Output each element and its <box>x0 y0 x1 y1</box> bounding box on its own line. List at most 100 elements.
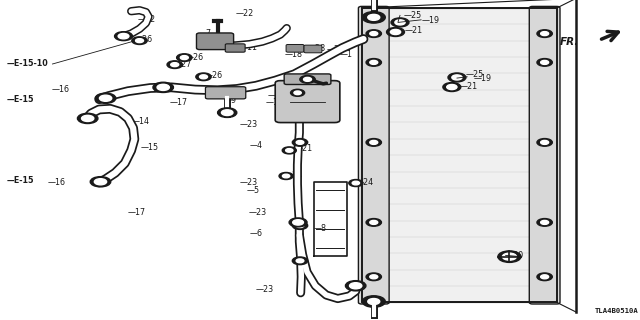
Text: —9: —9 <box>224 96 237 105</box>
Text: —11: —11 <box>240 44 258 52</box>
Circle shape <box>177 54 192 61</box>
Text: —12: —12 <box>138 15 156 24</box>
Circle shape <box>95 93 116 103</box>
Circle shape <box>167 61 182 68</box>
Text: —2: —2 <box>326 45 340 54</box>
Text: —27: —27 <box>174 60 193 69</box>
Text: —24: —24 <box>285 172 303 180</box>
Text: —19: —19 <box>474 74 492 83</box>
Text: —23: —23 <box>248 208 266 217</box>
Text: —E-15: —E-15 <box>6 176 34 185</box>
Text: —10: —10 <box>266 98 284 107</box>
Circle shape <box>502 253 516 260</box>
Circle shape <box>537 30 552 37</box>
FancyBboxPatch shape <box>304 45 322 53</box>
Text: —21: —21 <box>404 26 422 35</box>
Circle shape <box>447 84 457 90</box>
Circle shape <box>153 82 173 92</box>
Circle shape <box>390 29 401 35</box>
Circle shape <box>498 251 521 262</box>
Text: —14: —14 <box>131 117 149 126</box>
Circle shape <box>537 59 552 66</box>
Circle shape <box>200 75 207 79</box>
Circle shape <box>296 140 304 144</box>
Circle shape <box>132 37 147 44</box>
Circle shape <box>362 12 385 23</box>
Circle shape <box>366 30 381 37</box>
Circle shape <box>94 179 107 185</box>
Circle shape <box>349 180 363 187</box>
Text: —23: —23 <box>240 120 258 129</box>
Text: —20: —20 <box>506 252 524 260</box>
Text: —15: —15 <box>141 143 159 152</box>
Circle shape <box>541 140 548 144</box>
Circle shape <box>291 89 305 96</box>
Text: —13: —13 <box>319 82 337 91</box>
Circle shape <box>349 283 362 289</box>
Circle shape <box>81 115 94 122</box>
FancyBboxPatch shape <box>275 81 340 123</box>
Circle shape <box>452 75 462 80</box>
FancyBboxPatch shape <box>196 33 234 50</box>
Circle shape <box>300 76 316 83</box>
Circle shape <box>391 18 409 27</box>
Circle shape <box>292 220 303 225</box>
FancyBboxPatch shape <box>284 74 331 84</box>
Circle shape <box>370 60 378 64</box>
Circle shape <box>303 77 312 81</box>
Circle shape <box>180 56 188 60</box>
Circle shape <box>118 34 129 39</box>
FancyBboxPatch shape <box>205 87 246 99</box>
Circle shape <box>285 148 293 152</box>
Circle shape <box>196 73 211 81</box>
Circle shape <box>541 220 548 224</box>
Text: —21: —21 <box>294 144 312 153</box>
Text: —17: —17 <box>170 98 188 107</box>
Circle shape <box>370 275 378 279</box>
Text: FR.: FR. <box>560 36 579 47</box>
Circle shape <box>346 281 366 291</box>
Circle shape <box>541 275 548 279</box>
Circle shape <box>294 91 301 95</box>
Circle shape <box>537 219 552 226</box>
Text: TLA4B0510A: TLA4B0510A <box>595 308 639 314</box>
Text: —4: —4 <box>250 141 262 150</box>
Circle shape <box>296 224 304 228</box>
Circle shape <box>368 14 380 20</box>
Circle shape <box>282 174 290 178</box>
Circle shape <box>171 63 179 67</box>
Circle shape <box>349 283 365 290</box>
Circle shape <box>537 139 552 146</box>
Circle shape <box>366 59 381 66</box>
FancyBboxPatch shape <box>286 44 304 52</box>
Text: —E-15-10: —E-15-10 <box>6 60 48 68</box>
FancyBboxPatch shape <box>529 6 560 304</box>
Text: —24: —24 <box>298 88 316 97</box>
Text: —E-15: —E-15 <box>6 95 34 104</box>
Circle shape <box>292 257 308 265</box>
Circle shape <box>395 20 405 25</box>
Text: —18: —18 <box>268 92 285 100</box>
Circle shape <box>352 181 360 185</box>
Circle shape <box>99 95 112 101</box>
Circle shape <box>387 28 404 36</box>
Circle shape <box>292 222 308 229</box>
Circle shape <box>370 220 378 224</box>
Text: —7: —7 <box>198 29 212 38</box>
Text: —25: —25 <box>403 12 422 20</box>
Circle shape <box>370 140 378 144</box>
Text: —26: —26 <box>205 71 223 80</box>
Text: —21: —21 <box>460 82 477 91</box>
Text: —28: —28 <box>307 44 325 53</box>
Text: —18: —18 <box>285 50 303 59</box>
Circle shape <box>296 259 304 263</box>
Circle shape <box>362 296 385 307</box>
Circle shape <box>292 139 308 146</box>
Text: —22: —22 <box>236 9 254 18</box>
Circle shape <box>136 39 143 43</box>
Circle shape <box>157 84 170 91</box>
Text: —23: —23 <box>256 285 274 294</box>
Circle shape <box>221 110 233 116</box>
Text: —1: —1 <box>339 50 352 59</box>
Circle shape <box>370 32 378 36</box>
